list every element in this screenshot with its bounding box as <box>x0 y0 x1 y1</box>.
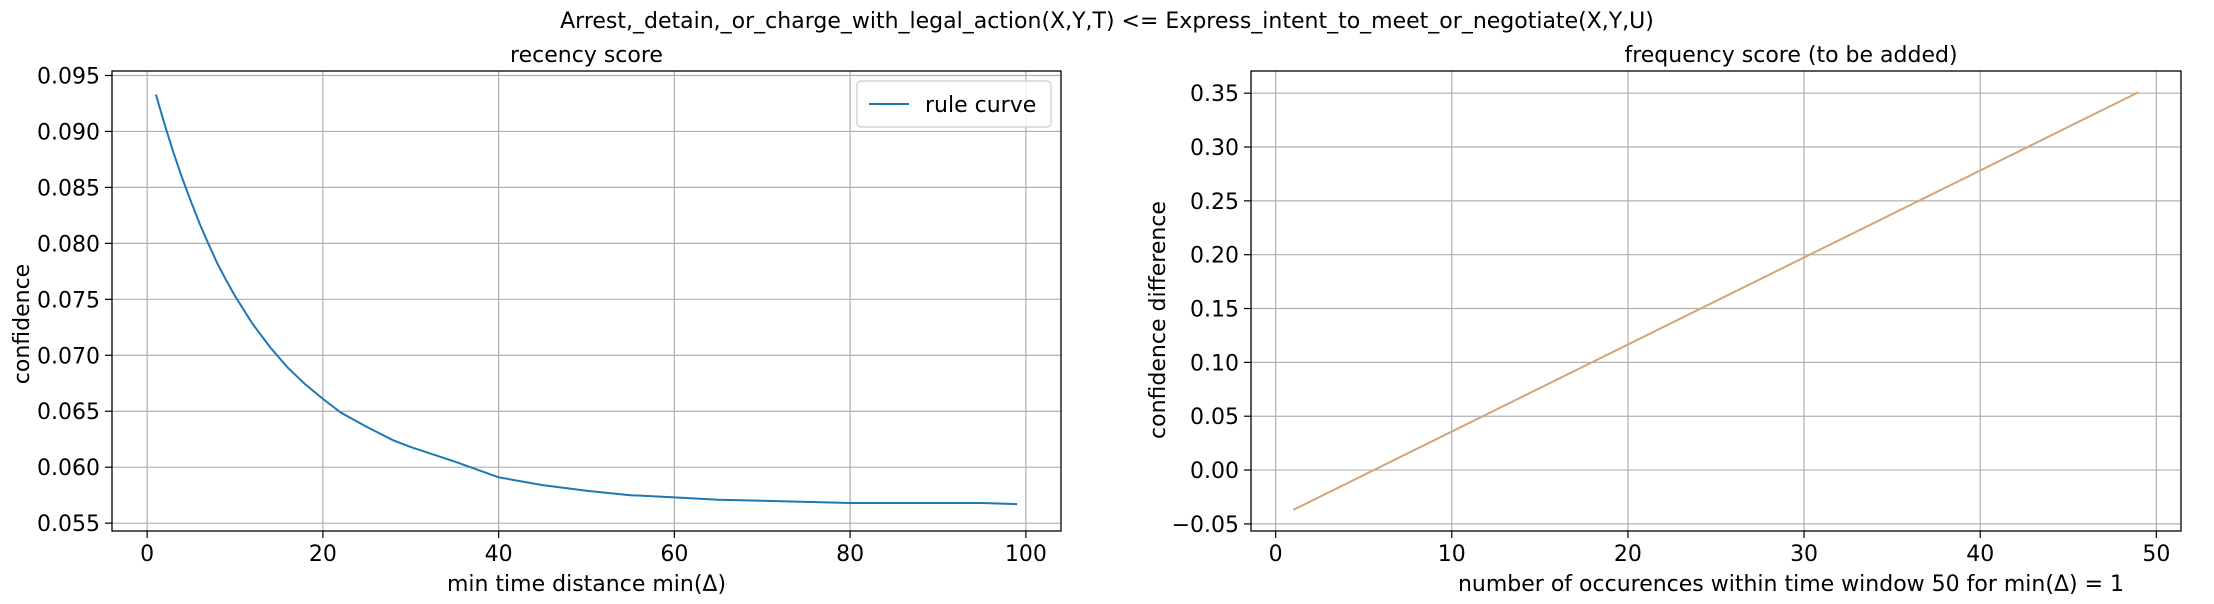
recency-y-tick-label: 0.060 <box>37 456 100 481</box>
recency-y-tick-label: 0.085 <box>37 176 100 201</box>
frequency-score-title: frequency score (to be added) <box>1624 43 1957 68</box>
recency-y-tick-label: 0.075 <box>37 288 100 313</box>
frequency-score-ylabel: confidence difference <box>1146 201 1171 439</box>
frequency-y-tick-label: 0.05 <box>1190 405 1239 430</box>
recency-score-ylabel: confidence <box>10 264 35 384</box>
frequency-x-tick-label: 0 <box>1269 542 1283 567</box>
frequency-y-tick-label: −0.05 <box>1172 513 1239 538</box>
recency-legend-box <box>856 80 1052 128</box>
frequency-y-tick-label: 0.10 <box>1190 351 1239 376</box>
frequency-y-tick-label: 0.35 <box>1190 82 1239 107</box>
figure-suptitle: Arrest,_detain,_or_charge_with_legal_act… <box>560 9 1654 34</box>
recency-score-xlabel: min time distance min(Δ) <box>447 572 726 597</box>
recency-legend-label: rule curve <box>925 93 1036 118</box>
frequency-y-tick-label: 0.15 <box>1190 298 1239 323</box>
recency-y-tick-label: 0.065 <box>37 400 100 425</box>
recency-x-tick-label: 80 <box>836 542 864 567</box>
recency-y-tick-label: 0.055 <box>37 512 100 537</box>
frequency-plot-frame <box>1250 70 2182 532</box>
recency-y-tick-label: 0.090 <box>37 120 100 145</box>
recency-x-tick-label: 100 <box>1005 542 1047 567</box>
frequency-x-tick-label: 30 <box>1790 542 1818 567</box>
recency-y-tick-label: 0.080 <box>37 232 100 257</box>
recency-y-tick-label: 0.070 <box>37 344 100 369</box>
recency-x-tick-label: 20 <box>309 542 337 567</box>
recency-x-tick-label: 0 <box>140 542 154 567</box>
recency-series-line-0 <box>154 94 1018 506</box>
frequency-x-tick-label: 20 <box>1614 542 1642 567</box>
recency-x-tick-label: 40 <box>485 542 513 567</box>
frequency-x-tick-label: 40 <box>1966 542 1994 567</box>
recency-y-tick-label: 0.095 <box>37 64 100 89</box>
frequency-y-tick-label: 0.00 <box>1190 459 1239 484</box>
frequency-y-tick-label: 0.25 <box>1190 190 1239 215</box>
frequency-x-tick-label: 10 <box>1438 542 1466 567</box>
recency-x-tick-label: 60 <box>660 542 688 567</box>
frequency-y-tick-label: 0.30 <box>1190 136 1239 161</box>
frequency-y-tick-label: 0.20 <box>1190 244 1239 269</box>
recency-score-axes: recency score min time distance min(Δ) c… <box>10 43 1062 597</box>
frequency-score-xlabel: number of occurences within time window … <box>1458 572 2124 597</box>
frequency-series-line-0 <box>1292 91 2140 511</box>
frequency-score-axes: frequency score (to be added) number of … <box>1146 43 2182 597</box>
frequency-x-tick-label: 50 <box>2142 542 2170 567</box>
recency-plot-frame <box>111 70 1062 532</box>
recency-score-title: recency score <box>510 43 663 68</box>
